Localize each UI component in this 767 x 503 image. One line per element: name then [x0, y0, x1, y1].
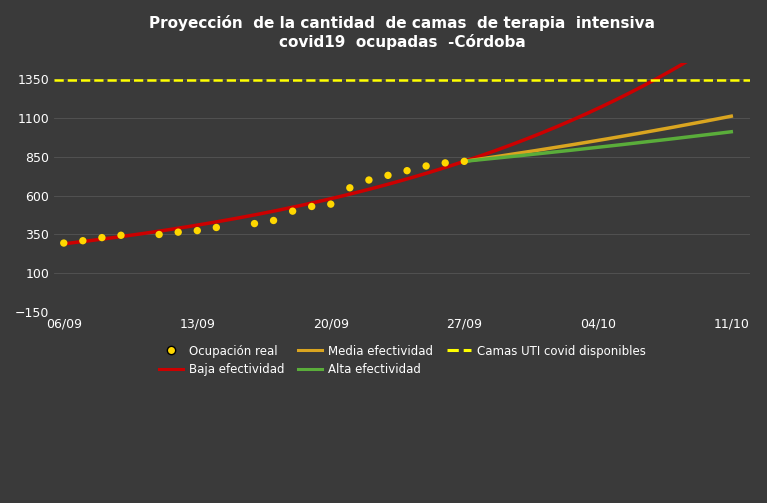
- Point: [420, 162, 433, 170]
- Legend: Ocupación real, Baja efectividad, Media efectividad, Alta efectividad, Camas UTI: Ocupación real, Baja efectividad, Media …: [154, 340, 650, 381]
- Point: [77, 237, 89, 245]
- Point: [287, 207, 299, 215]
- Point: [382, 172, 394, 180]
- Point: [58, 239, 70, 247]
- Point: [324, 200, 337, 208]
- Point: [115, 231, 127, 239]
- Title: Proyección  de la cantidad  de camas  de terapia  intensiva
covid19  ocupadas  -: Proyección de la cantidad de camas de te…: [150, 15, 655, 50]
- Point: [401, 166, 413, 175]
- Point: [191, 226, 203, 234]
- Point: [249, 220, 261, 228]
- Point: [344, 184, 356, 192]
- Point: [210, 223, 222, 231]
- Point: [363, 176, 375, 184]
- Point: [172, 228, 184, 236]
- Point: [96, 233, 108, 241]
- Point: [305, 202, 318, 210]
- Point: [268, 216, 280, 224]
- Point: [439, 159, 451, 167]
- Point: [153, 230, 165, 238]
- Point: [458, 157, 470, 165]
